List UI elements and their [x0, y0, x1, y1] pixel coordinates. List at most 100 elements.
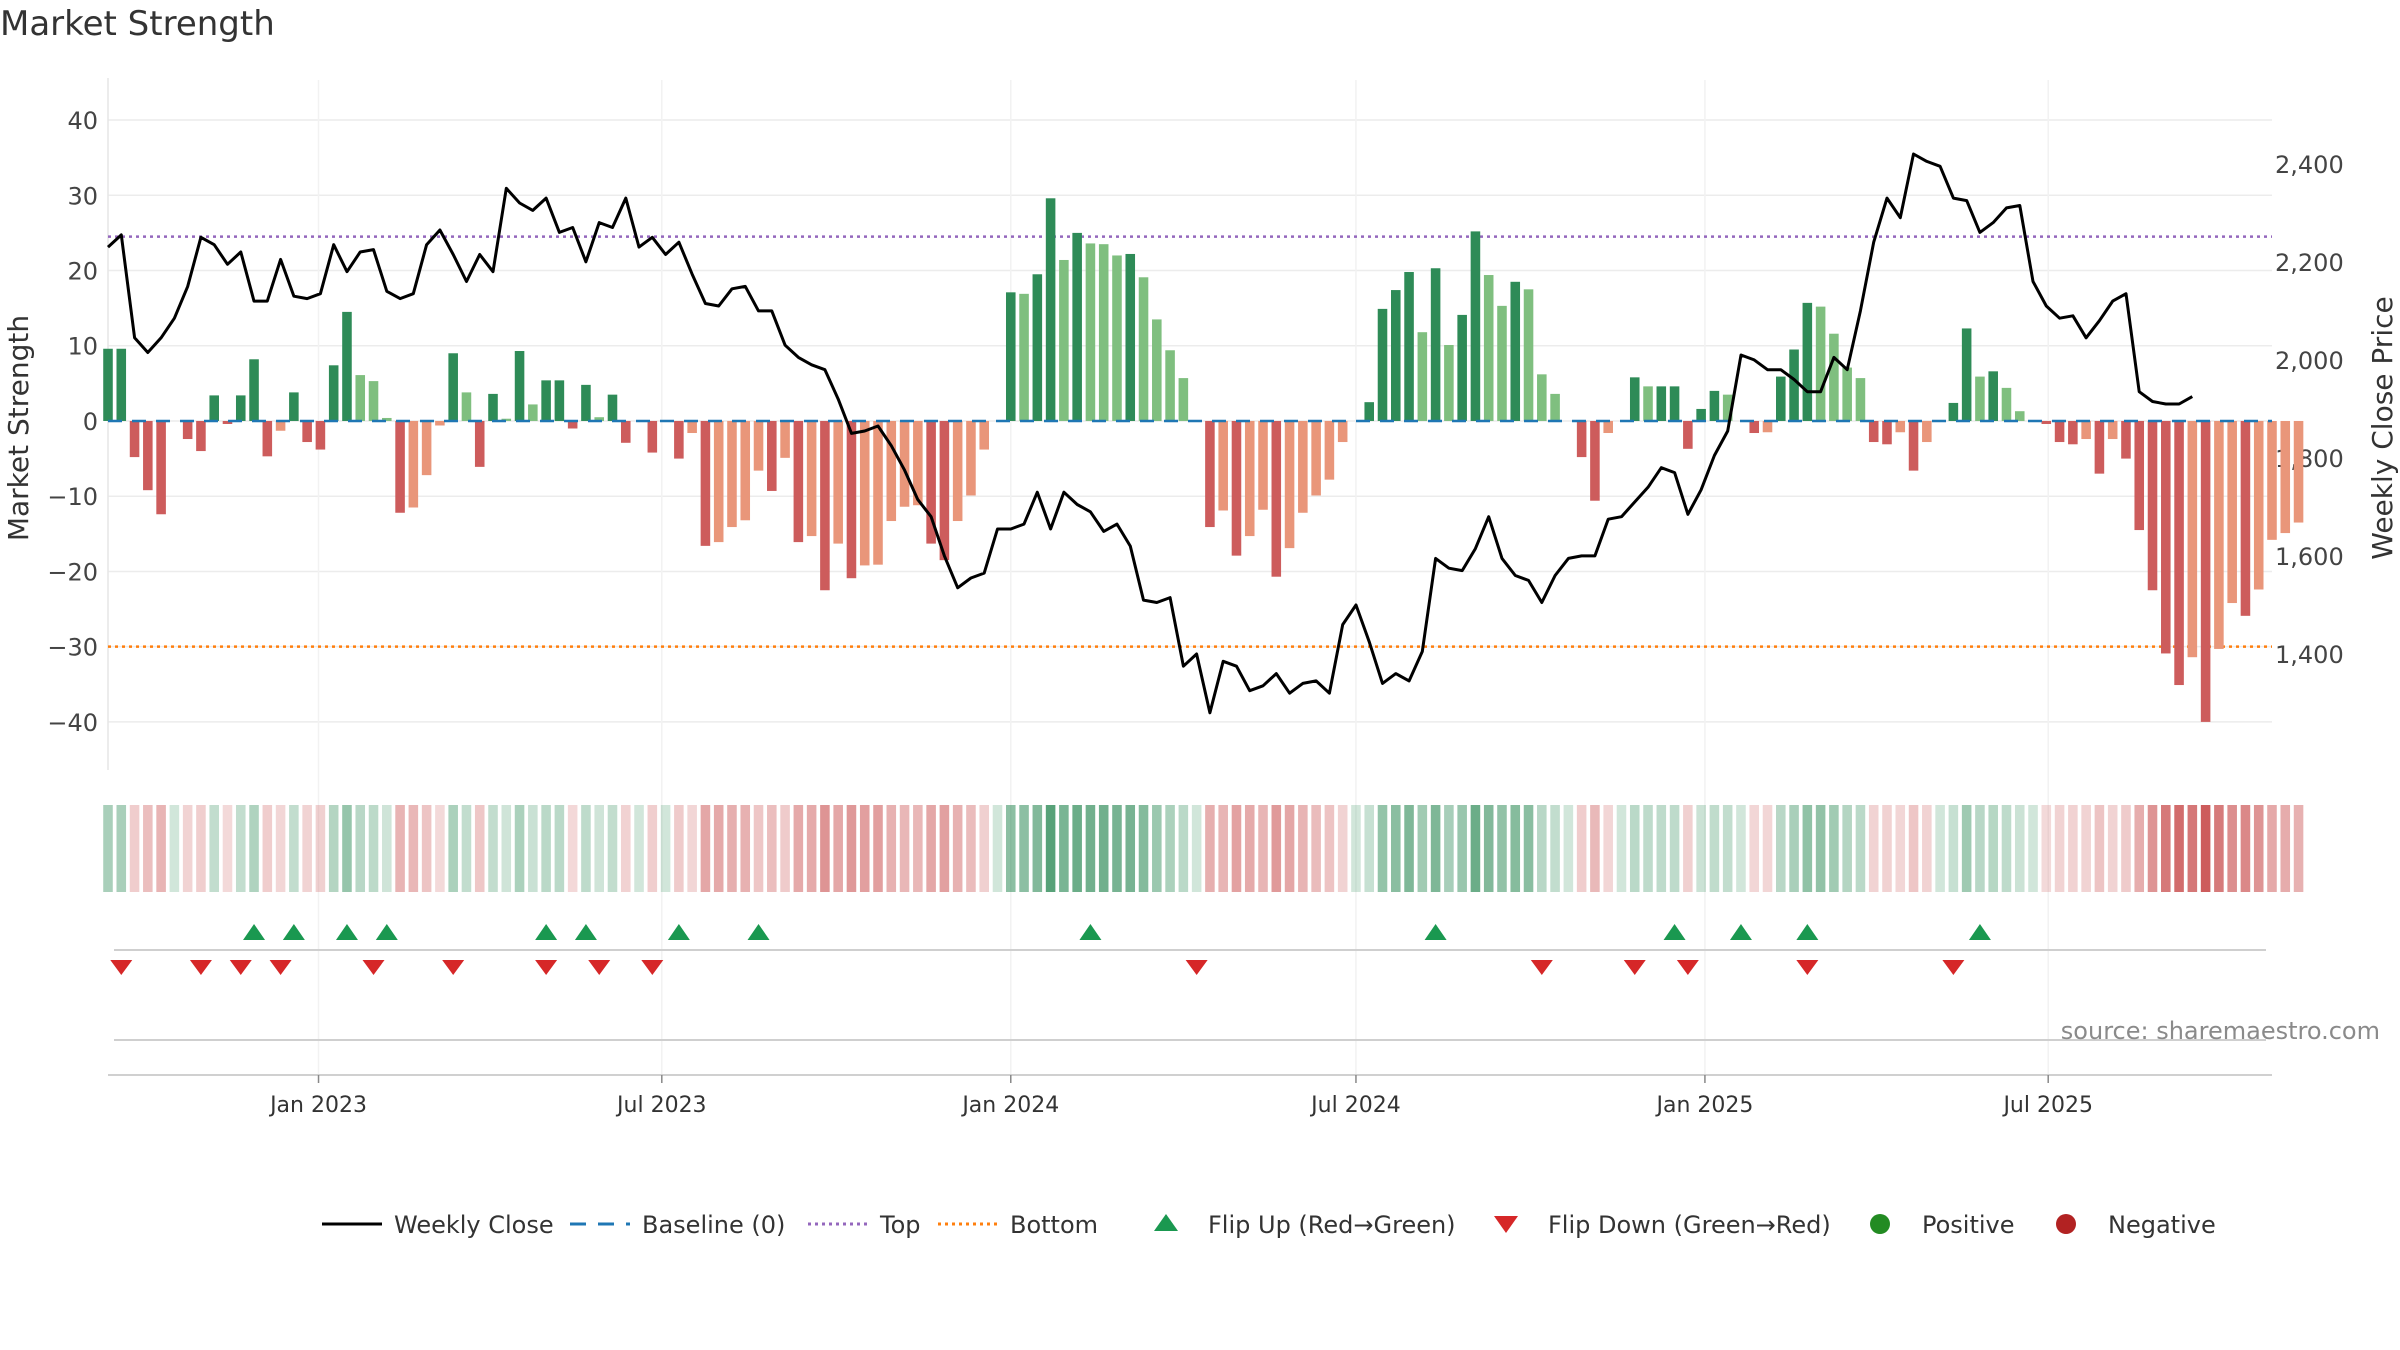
- heat-strip-cell: [488, 805, 498, 892]
- strength-bar: [1776, 376, 1786, 421]
- heat-strip-cell: [700, 805, 711, 892]
- strength-bar: [2014, 411, 2025, 421]
- strength-bar: [514, 351, 525, 421]
- heat-strip-cell: [209, 805, 219, 892]
- heat-strip-cell: [1045, 805, 1056, 892]
- heat-strip-cell: [1643, 805, 1653, 892]
- strength-bar: [913, 420, 923, 506]
- flip-up-marker: [335, 924, 358, 940]
- flip-down-marker: [588, 960, 611, 975]
- heat-strip-cell: [2293, 805, 2304, 892]
- heat-strip-cell: [2187, 805, 2198, 892]
- strength-bar: [2174, 420, 2184, 686]
- heat-strip-cell: [395, 805, 405, 892]
- heat-strip-cell: [1337, 805, 1348, 892]
- flip-down-marker: [1530, 960, 1553, 975]
- flip-down-marker: [1942, 960, 1965, 975]
- strength-bar: [395, 420, 405, 513]
- heat-strip-cell: [275, 805, 286, 892]
- strength-bar: [1112, 255, 1122, 421]
- strength-bar: [1205, 420, 1215, 528]
- legend-label: Negative: [2108, 1211, 2216, 1239]
- strength-bar: [275, 420, 286, 431]
- strength-bar: [262, 420, 273, 457]
- heat-strip-cell: [1125, 805, 1136, 892]
- strength-bar: [859, 420, 870, 566]
- heat-strip-cell: [1098, 805, 1109, 892]
- strength-bar: [594, 417, 604, 421]
- flip-up-marker: [1663, 924, 1686, 940]
- strength-bar: [1802, 302, 1813, 421]
- heat-strip-cell: [2014, 805, 2025, 892]
- y-tick-label: −30: [47, 634, 98, 662]
- heat-strip-cell: [952, 805, 963, 892]
- heat-strip-cell: [514, 805, 525, 892]
- heat-strip-cell: [1444, 805, 1454, 892]
- strength-bar: [1510, 281, 1521, 421]
- strength-bar: [567, 420, 578, 429]
- heat-strip-cell: [913, 805, 923, 892]
- heat-strip-cell: [1497, 805, 1507, 892]
- heat-strip-cell: [846, 805, 857, 892]
- strength-bar: [2214, 420, 2224, 649]
- heat-strip-cell: [1603, 805, 1613, 892]
- y2-axis-title: Weekly Close Price: [2366, 296, 2399, 559]
- heat-strip-cell: [421, 805, 432, 892]
- heat-strip-cell: [1231, 805, 1242, 892]
- strength-bar: [1059, 259, 1069, 421]
- strength-bar: [1390, 290, 1401, 421]
- heat-strip-cell: [2054, 805, 2065, 892]
- flip-up-marker: [574, 924, 597, 940]
- strength-bar: [1364, 402, 1375, 421]
- strength-bar: [2267, 420, 2277, 540]
- strength-bar: [1258, 420, 1268, 510]
- strength-bar: [1032, 274, 1043, 421]
- strength-bar: [435, 420, 445, 426]
- strength-bar: [2081, 420, 2091, 440]
- strength-bar: [846, 420, 857, 579]
- heat-strip-cell: [1975, 805, 1985, 892]
- strength-bar: [488, 393, 498, 421]
- strength-bar: [1829, 333, 1839, 421]
- strength-bar: [1404, 272, 1414, 421]
- heat-strip-cell: [1112, 805, 1122, 892]
- strength-bar: [1922, 420, 1932, 443]
- strength-bar: [1072, 232, 1082, 421]
- heat-strip-cell: [2161, 805, 2171, 892]
- strength-bar: [1271, 420, 1282, 577]
- strength-bar: [806, 420, 817, 537]
- heat-strip-cell: [1789, 805, 1799, 892]
- heat-strip-cell: [2028, 805, 2038, 892]
- flip-down-marker: [189, 960, 212, 975]
- strength-bar: [182, 420, 193, 440]
- heat-strip-cell: [1802, 805, 1813, 892]
- strength-bar: [607, 394, 618, 421]
- heat-strip-cell: [567, 805, 578, 892]
- strength-bar: [1656, 386, 1667, 421]
- heat-strip-cell: [833, 805, 843, 892]
- strength-bar: [939, 420, 950, 561]
- heat-strip-cell: [1085, 805, 1096, 892]
- strength-bar: [1337, 420, 1348, 443]
- x-tick-label: Jan 2023: [268, 1093, 367, 1118]
- strength-bar: [1138, 277, 1149, 421]
- heat-strip-cell: [1178, 805, 1189, 892]
- heat-strip-cell: [1895, 805, 1906, 892]
- strength-bar: [1457, 314, 1467, 421]
- strength-bar: [501, 418, 512, 421]
- strength-bar: [528, 404, 538, 421]
- heat-strip-cell: [1749, 805, 1760, 892]
- strength-bar: [2001, 387, 2012, 421]
- strength-bar: [767, 420, 777, 491]
- y2-tick-label: 1,600: [2275, 543, 2344, 571]
- heat-strip-cell: [687, 805, 697, 892]
- heat-strip-cell: [1696, 805, 1706, 892]
- heat-strip-cell: [315, 805, 326, 892]
- strength-bar: [1749, 420, 1760, 434]
- strength-bar: [1590, 420, 1600, 501]
- strength-bar: [926, 420, 936, 544]
- strength-bar: [873, 420, 883, 565]
- heat-strip-cell: [1351, 805, 1361, 892]
- flip-down-marker: [110, 960, 133, 975]
